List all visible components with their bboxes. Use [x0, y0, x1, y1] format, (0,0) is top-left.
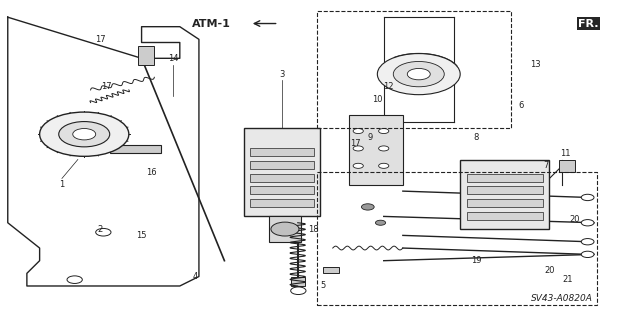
Circle shape	[67, 276, 83, 284]
Bar	[323, 267, 339, 273]
Text: 5: 5	[321, 281, 326, 291]
Circle shape	[73, 129, 96, 140]
Text: 17: 17	[101, 82, 112, 91]
Bar	[317, 11, 511, 128]
Text: 1: 1	[60, 180, 65, 189]
Circle shape	[581, 219, 594, 226]
Circle shape	[376, 220, 386, 225]
Bar	[250, 186, 314, 194]
Text: 9: 9	[367, 133, 372, 142]
Bar	[460, 160, 549, 229]
Text: ATM-1: ATM-1	[192, 19, 231, 28]
Text: SV43-A0820A: SV43-A0820A	[531, 294, 593, 303]
Circle shape	[59, 122, 109, 147]
Circle shape	[581, 194, 594, 201]
Text: 16: 16	[146, 168, 156, 177]
Text: 15: 15	[136, 231, 147, 240]
Circle shape	[379, 129, 389, 134]
Text: 10: 10	[372, 95, 383, 104]
Text: 21: 21	[562, 275, 573, 284]
Text: 17: 17	[349, 139, 360, 148]
Bar	[467, 212, 543, 219]
Bar	[559, 160, 575, 172]
Circle shape	[353, 129, 364, 134]
Text: 4: 4	[193, 272, 198, 281]
Text: 6: 6	[518, 101, 524, 110]
Bar	[467, 174, 543, 182]
Text: 8: 8	[474, 133, 479, 142]
Bar	[250, 199, 314, 207]
Text: 20: 20	[544, 266, 555, 275]
Text: 14: 14	[168, 54, 179, 63]
Circle shape	[581, 239, 594, 245]
Circle shape	[379, 163, 389, 168]
Circle shape	[407, 69, 430, 80]
Circle shape	[40, 112, 129, 156]
Circle shape	[353, 146, 364, 151]
Bar	[467, 186, 543, 194]
Text: 17: 17	[95, 35, 106, 44]
Text: 12: 12	[383, 82, 394, 91]
Bar	[467, 199, 543, 207]
Bar	[269, 216, 301, 242]
Text: 19: 19	[471, 256, 481, 265]
Text: FR.: FR.	[578, 19, 598, 28]
Bar	[349, 115, 403, 185]
Text: 13: 13	[530, 60, 541, 69]
Text: 3: 3	[279, 70, 284, 78]
Bar	[250, 148, 314, 156]
Text: 7: 7	[543, 161, 549, 170]
Bar	[138, 46, 154, 65]
Circle shape	[378, 54, 460, 95]
Bar	[244, 128, 320, 216]
Circle shape	[96, 228, 111, 236]
Text: 18: 18	[308, 225, 319, 234]
Bar	[109, 145, 161, 153]
Circle shape	[379, 146, 389, 151]
Circle shape	[353, 163, 364, 168]
Text: 2: 2	[97, 225, 103, 234]
Circle shape	[271, 222, 299, 236]
Circle shape	[291, 287, 306, 294]
Bar	[250, 174, 314, 182]
Text: 20: 20	[570, 215, 580, 224]
Bar	[317, 172, 597, 305]
Text: 11: 11	[560, 149, 571, 158]
Circle shape	[581, 251, 594, 257]
Circle shape	[394, 62, 444, 87]
Circle shape	[362, 204, 374, 210]
Bar	[291, 277, 305, 286]
Bar	[250, 161, 314, 169]
